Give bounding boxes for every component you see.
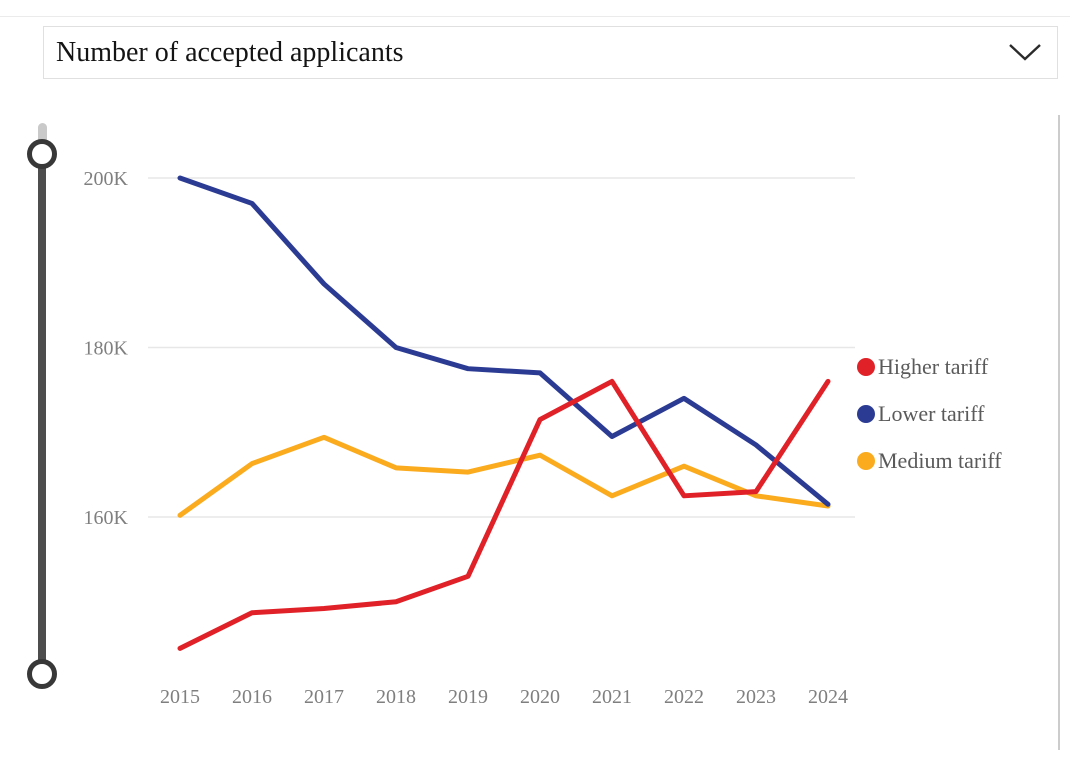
x-axis-tick-label: 2019 bbox=[448, 686, 488, 708]
x-axis-tick-label: 2021 bbox=[592, 686, 632, 708]
chevron-down-icon bbox=[1009, 44, 1041, 61]
legend-item-lower-tariff[interactable]: Lower tariff bbox=[857, 401, 1002, 427]
legend-item-medium-tariff[interactable]: Medium tariff bbox=[857, 448, 1002, 474]
legend-dot bbox=[857, 358, 875, 376]
x-axis-tick-label: 2020 bbox=[520, 686, 560, 708]
slider-handle-top[interactable] bbox=[27, 139, 57, 169]
legend-label: Medium tariff bbox=[878, 448, 1002, 473]
x-axis-tick-label: 2016 bbox=[232, 686, 272, 708]
metric-dropdown[interactable]: Number of accepted applicants bbox=[43, 26, 1058, 79]
x-axis-tick-label: 2015 bbox=[160, 686, 200, 708]
y-axis-tick-label: 180K bbox=[84, 338, 129, 360]
chart-legend: Higher tariff Lower tariff Medium tariff bbox=[857, 354, 1002, 474]
y-axis-tick-label: 160K bbox=[84, 507, 129, 529]
slider-handle-bottom[interactable] bbox=[27, 659, 57, 689]
series-line-higher-tariff[interactable] bbox=[177, 378, 831, 651]
x-axis-tick-label: 2018 bbox=[376, 686, 416, 708]
x-axis-tick-label: 2023 bbox=[736, 686, 776, 708]
slider-track[interactable] bbox=[38, 123, 47, 153]
legend-item-higher-tariff[interactable]: Higher tariff bbox=[857, 354, 1002, 380]
legend-label: Lower tariff bbox=[878, 401, 985, 426]
legend-label: Higher tariff bbox=[878, 354, 989, 379]
top-divider bbox=[0, 16, 1070, 17]
dropdown-selected-value: Number of accepted applicants bbox=[56, 36, 404, 68]
x-axis-tick-label: 2017 bbox=[304, 686, 344, 708]
x-axis-tick-label: 2022 bbox=[664, 686, 704, 708]
series-line-medium-tariff[interactable] bbox=[177, 434, 831, 518]
legend-dot bbox=[857, 405, 875, 423]
range-slider[interactable] bbox=[20, 115, 65, 695]
legend-dot bbox=[857, 452, 875, 470]
series-line-lower-tariff[interactable] bbox=[177, 175, 831, 507]
x-axis-tick-label: 2024 bbox=[808, 686, 848, 708]
vertical-scrollbar[interactable] bbox=[1058, 115, 1060, 750]
y-axis-tick-label: 200K bbox=[84, 168, 129, 190]
slider-fill[interactable] bbox=[38, 154, 46, 674]
